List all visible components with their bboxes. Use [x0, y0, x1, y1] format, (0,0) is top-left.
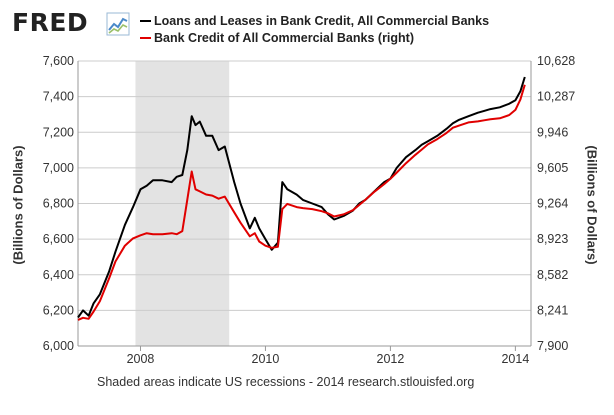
x-axis-ticks: 2008 2010 2012 2014: [127, 346, 529, 366]
y-tick-label-right: 8,582: [537, 268, 568, 282]
legend-item-loans: Loans and Leases in Bank Credit, All Com…: [140, 12, 489, 29]
legend-item-bank-credit: Bank Credit of All Commercial Banks (rig…: [140, 29, 489, 46]
fred-chart-icon[interactable]: [106, 12, 130, 36]
y-tick-label-right: 8,241: [537, 303, 568, 317]
y-tick-label-right: 8,923: [537, 232, 568, 246]
y-tick-label-left: 7,600: [43, 54, 74, 68]
y-axis-left-label: (Billions of Dollars): [10, 145, 26, 265]
y-axis-left-ticks: 6,000 6,200 6,400 6,600 6,800 7,000 7,200 7,400…: [43, 54, 74, 353]
legend-swatch-red: [140, 36, 151, 39]
series-lines: [77, 76, 526, 321]
y-tick-label-right: 10,287: [537, 90, 575, 104]
y-tick-label-left: 6,800: [43, 197, 74, 211]
y-tick-label-left: 7,000: [43, 161, 74, 175]
y-tick-label-right: 7,900: [537, 339, 568, 353]
x-tick-label: 2010: [252, 352, 280, 366]
legend-label-loans: Loans and Leases in Bank Credit, All Com…: [154, 13, 490, 28]
series-line-bank-credit: [77, 84, 526, 321]
y-tick-label-right: 9,946: [537, 125, 568, 139]
y-axis-right-ticks: 7,900 8,241 8,582 8,923 9,264 9,605 9,946 10,28…: [537, 54, 575, 353]
y-tick-label-left: 7,400: [43, 90, 74, 104]
y-tick-label-left: 6,000: [43, 339, 74, 353]
legend: Loans and Leases in Bank Credit, All Com…: [140, 12, 489, 46]
y-axis-right-label: (Billions of Dollars): [584, 145, 600, 265]
x-tick-label: 2012: [377, 352, 405, 366]
x-tick-label: 2014: [501, 352, 529, 366]
fred-logo-text[interactable]: FRED: [12, 8, 89, 37]
y-tick-label-right: 10,628: [537, 54, 575, 68]
y-tick-label-right: 9,264: [537, 197, 568, 211]
y-tick-label-left: 6,600: [43, 232, 74, 246]
legend-label-bank-credit: Bank Credit of All Commercial Banks (rig…: [154, 30, 414, 45]
recession-footnote: Shaded areas indicate US recessions - 20…: [97, 375, 475, 389]
plot-frame: [77, 61, 532, 347]
y-tick-label-right: 9,605: [537, 161, 568, 175]
y-tick-label-left: 6,200: [43, 303, 74, 317]
y-tick-label-left: 6,400: [43, 268, 74, 282]
x-tick-label: 2008: [127, 352, 155, 366]
legend-swatch-black: [140, 19, 151, 22]
y-tick-label-left: 7,200: [43, 125, 74, 139]
series-line-loans: [77, 76, 526, 319]
